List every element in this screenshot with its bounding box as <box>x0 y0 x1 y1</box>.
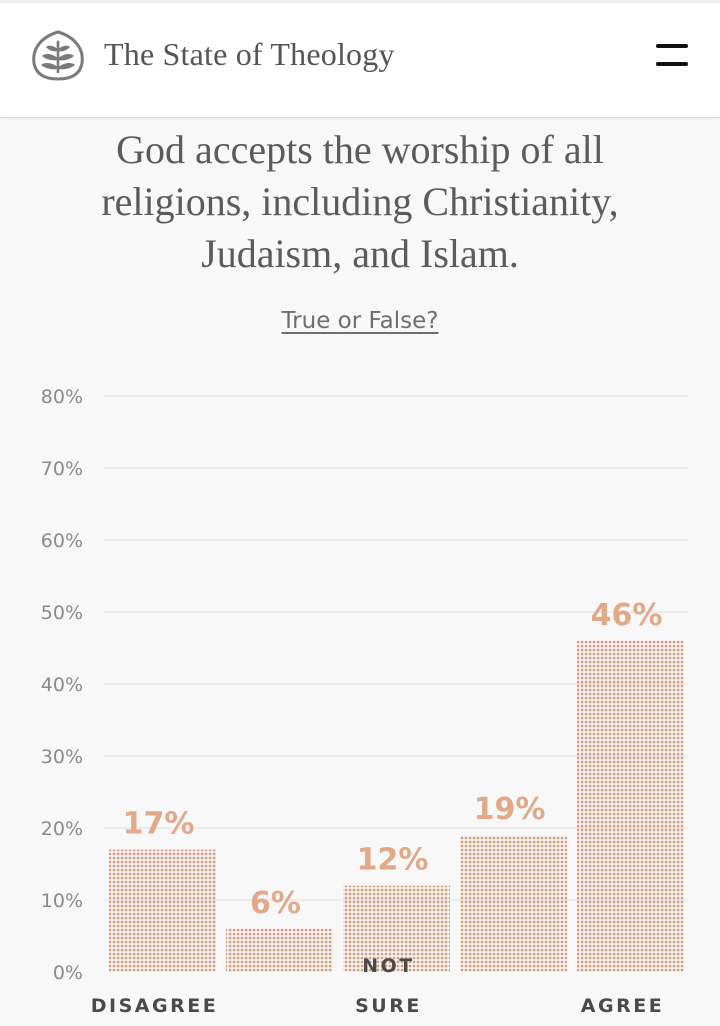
y-tick-label: 50% <box>41 602 83 624</box>
chart-value-labels: 17% 6% 12% 19% 46% <box>123 598 663 921</box>
bar-chart: 0% 10% 20% 30% 40% 50% 60% 70% 80% 17% 6% 12% 19% 46… <box>41 386 688 1017</box>
chart-category-labels: DISAGREE NOT SURE AGREE <box>91 955 664 1017</box>
question-title: God accepts the worship of all religions… <box>101 127 619 276</box>
category-label: NOT <box>362 955 415 977</box>
bar-value-label: 46% <box>591 598 663 633</box>
bar-value-label: 12% <box>357 843 429 878</box>
site-header: The State of Theology <box>0 0 720 118</box>
bar[interactable] <box>226 928 333 972</box>
menu-bar-top <box>656 44 688 48</box>
y-tick-label: 80% <box>41 386 83 408</box>
y-tick-label: 10% <box>41 890 83 912</box>
chart-bars <box>109 640 684 972</box>
bar[interactable] <box>577 640 684 972</box>
top-strip <box>0 0 720 3</box>
category-label: AGREE <box>581 995 664 1017</box>
question-subtitle-wrap: True or False? <box>0 308 720 334</box>
bar-value-label: 6% <box>250 886 301 921</box>
bar[interactable] <box>343 885 450 972</box>
category-label: SURE <box>355 995 422 1017</box>
y-tick-label: 40% <box>41 674 83 696</box>
true-or-false-link[interactable]: True or False? <box>281 308 439 334</box>
y-tick-label: 0% <box>53 962 83 984</box>
y-tick-label: 30% <box>41 746 83 768</box>
bar[interactable] <box>109 849 216 972</box>
category-label: DISAGREE <box>91 995 218 1017</box>
y-tick-label: 60% <box>41 530 83 552</box>
hamburger-menu-icon[interactable] <box>650 40 694 74</box>
ligonier-tree-logo-icon[interactable] <box>30 29 86 81</box>
bar-value-label: 17% <box>123 807 195 842</box>
y-tick-label: 70% <box>41 458 83 480</box>
site-title[interactable]: The State of Theology <box>104 36 395 72</box>
chart-y-axis: 0% 10% 20% 30% 40% 50% 60% 70% 80% <box>41 386 83 984</box>
bar[interactable] <box>460 835 567 972</box>
y-tick-label: 20% <box>41 818 83 840</box>
menu-bar-bottom <box>656 62 688 66</box>
bar-value-label: 19% <box>474 792 546 827</box>
